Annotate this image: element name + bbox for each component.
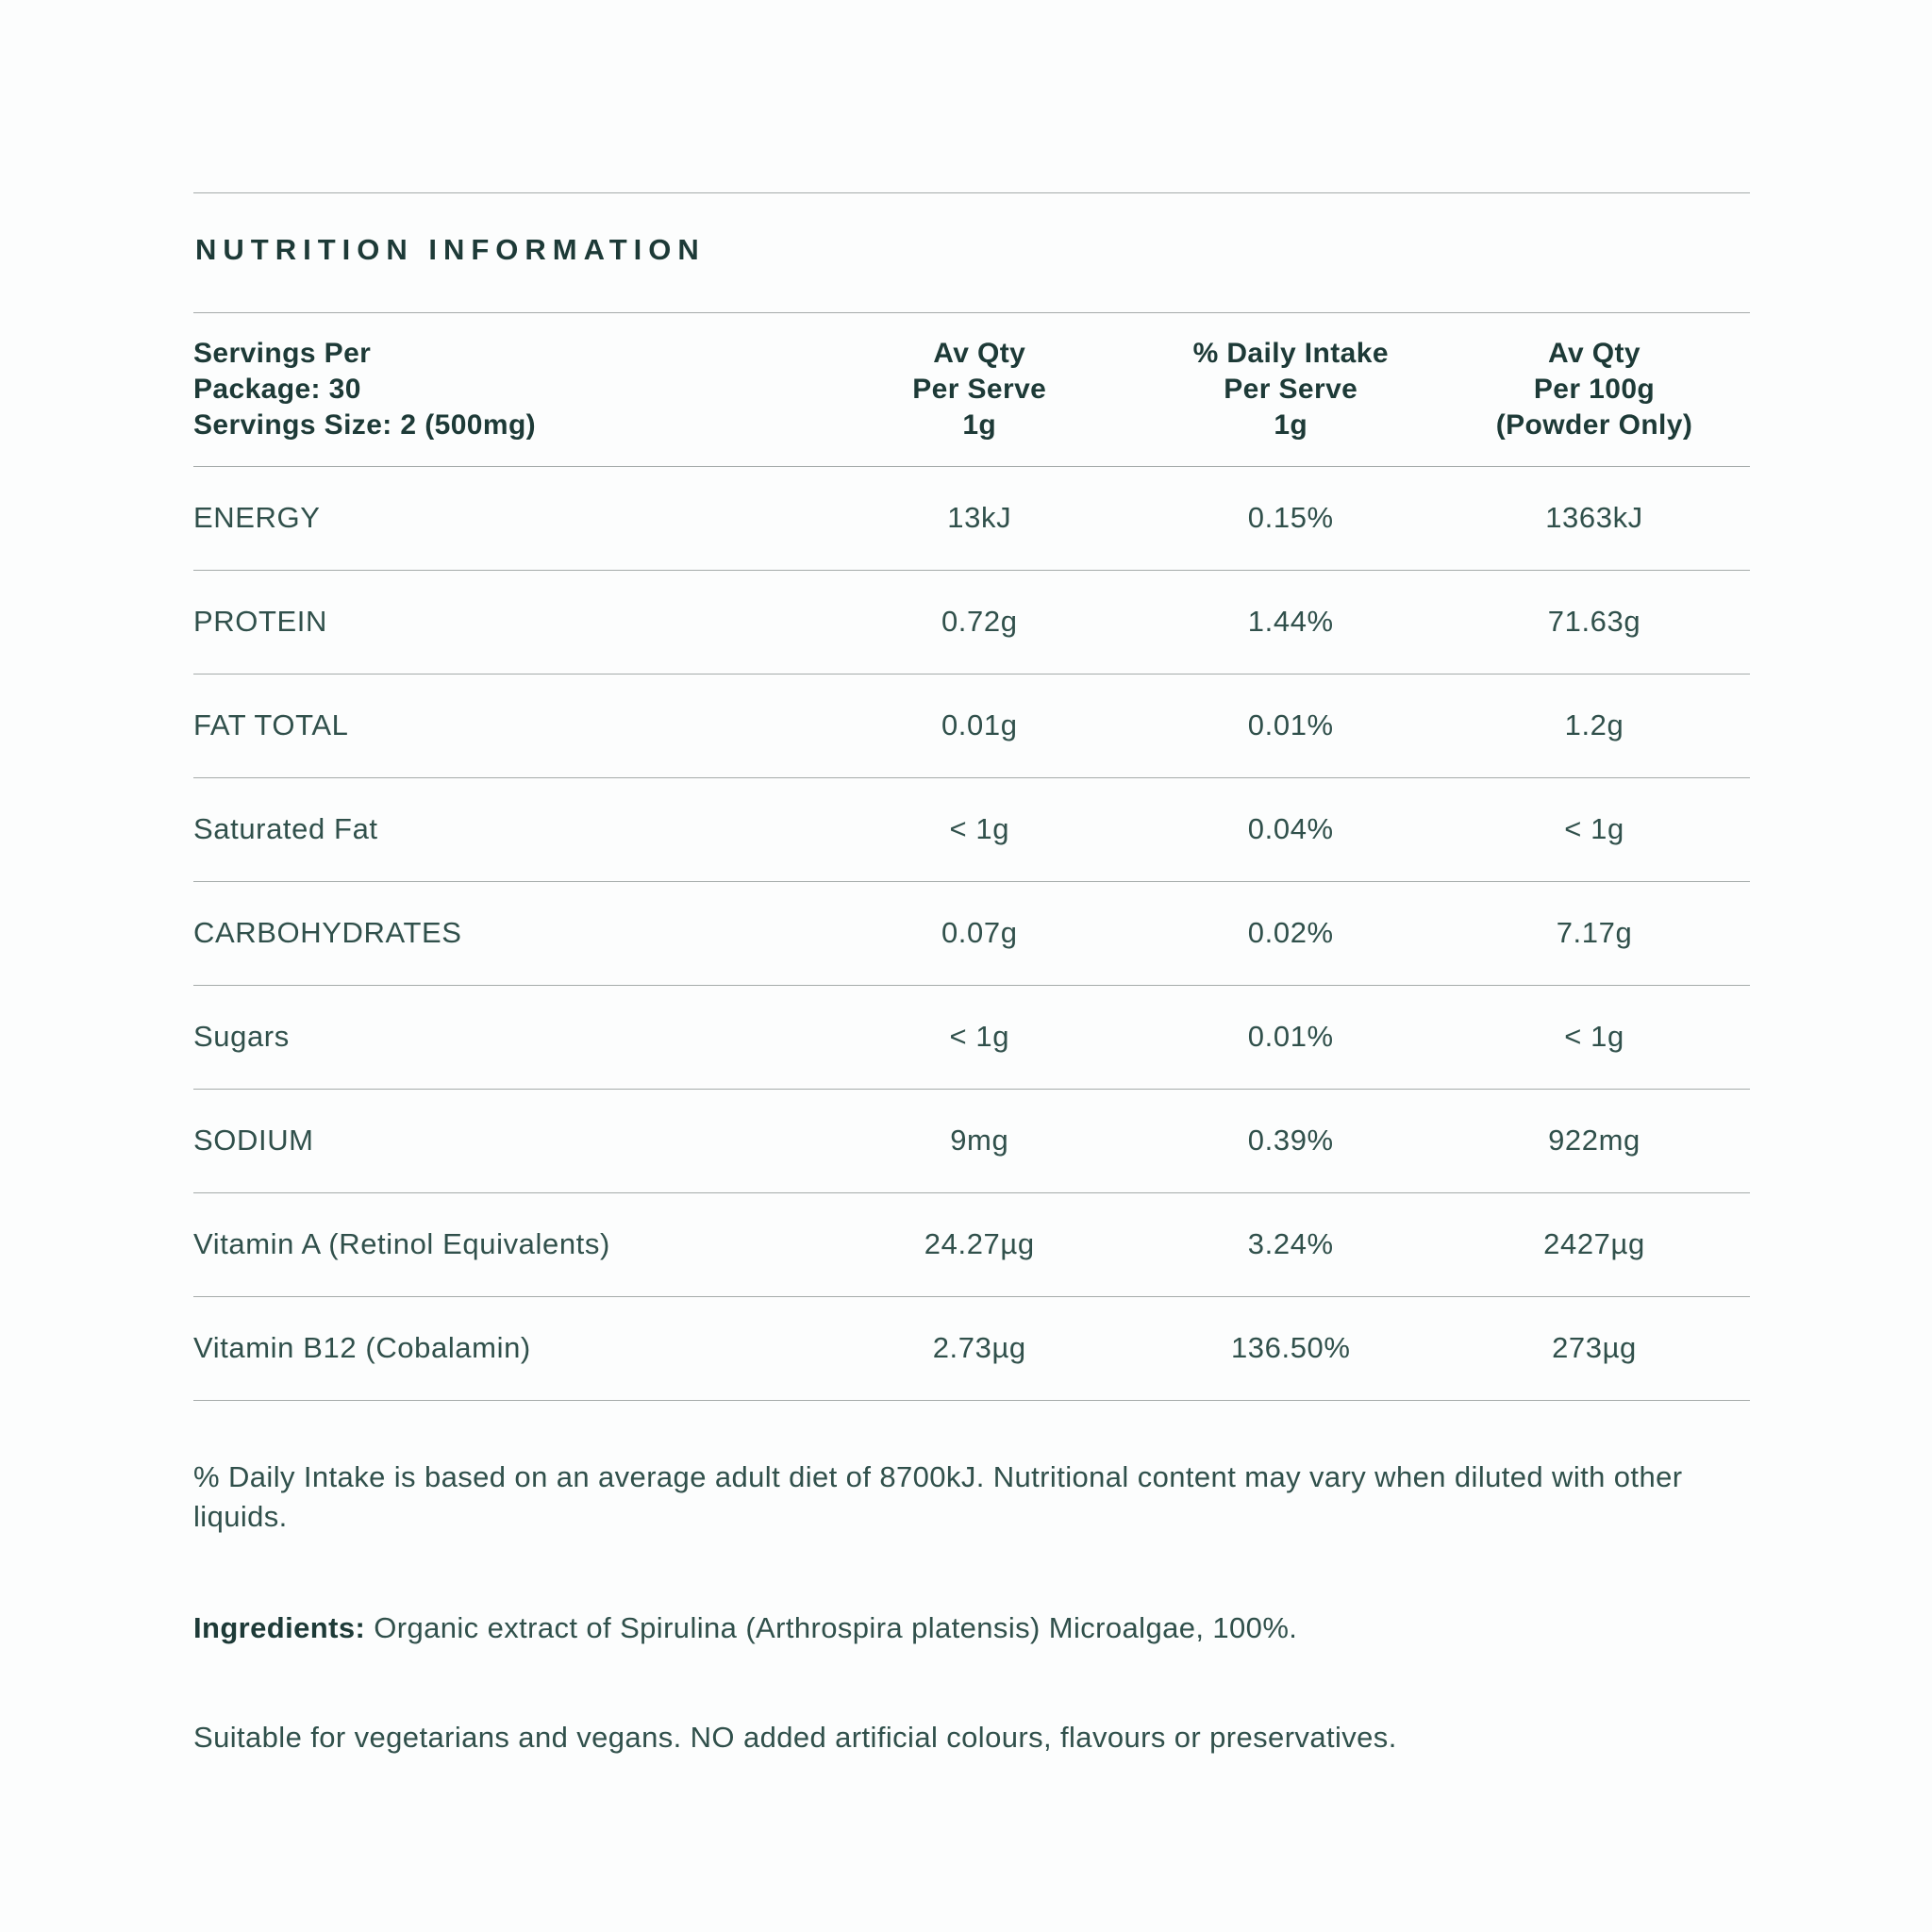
table-row-vitamin-a: Vitamin A (Retinol Equivalents) 24.27µg …: [193, 1193, 1750, 1297]
value-daily-intake: 0.01%: [1247, 1020, 1334, 1054]
table-row-fat-total: FAT TOTAL 0.01g 0.01% 1.2g: [193, 675, 1750, 778]
ingredients-line: Ingredients: Organic extract of Spirulin…: [193, 1608, 1750, 1648]
header-av-qty-per-serve: Av Qty Per Serve 1g: [816, 336, 1143, 443]
value-daily-intake: 1.44%: [1247, 605, 1334, 639]
header-av-qty-per-100g: Av Qty Per 100g (Powder Only): [1439, 336, 1750, 443]
header-daily-intake-per-serve: % Daily Intake Per Serve 1g: [1143, 336, 1440, 443]
value-per-serve: 24.27µg: [924, 1227, 1035, 1261]
nutrition-table: Servings Per Package: 30 Servings Size: …: [193, 311, 1750, 1401]
header-line: Per Serve: [1224, 373, 1358, 405]
header-line: Av Qty: [933, 337, 1026, 369]
table-row-saturated-fat: Saturated Fat < 1g 0.04% < 1g: [193, 778, 1750, 882]
value-per-100g: < 1g: [1564, 1020, 1624, 1054]
table-header-row: Servings Per Package: 30 Servings Size: …: [193, 311, 1750, 467]
value-daily-intake: 0.04%: [1247, 812, 1334, 846]
value-per-100g: 1363kJ: [1545, 501, 1643, 535]
table-row-energy: ENERGY 13kJ 0.15% 1363kJ: [193, 467, 1750, 571]
value-per-serve: 0.72g: [941, 605, 1018, 639]
nutrient-label: Saturated Fat: [193, 812, 378, 846]
value-per-100g: 922mg: [1548, 1124, 1641, 1158]
value-per-serve: 0.01g: [941, 708, 1018, 742]
dietary-note: Suitable for vegetarians and vegans. NO …: [193, 1720, 1397, 1754]
value-per-serve: < 1g: [949, 812, 1010, 846]
header-line: Servings Size: 2 (500mg): [193, 408, 537, 441]
value-daily-intake: 0.02%: [1247, 916, 1334, 950]
header-line: Av Qty: [1548, 337, 1641, 369]
nutrient-label: PROTEIN: [193, 605, 327, 639]
value-per-serve: 0.07g: [941, 916, 1018, 950]
header-line: 1g: [962, 408, 997, 441]
ingredients-text: Organic extract of Spirulina (Arthrospir…: [365, 1610, 1298, 1644]
nutrition-panel: NUTRITION INFORMATION Servings Per Packa…: [0, 192, 1932, 1932]
header-line: Per Serve: [912, 373, 1047, 405]
table-row-carbohydrates: CARBOHYDRATES 0.07g 0.02% 7.17g: [193, 882, 1750, 986]
nutrient-label: Sugars: [193, 1020, 290, 1054]
header-line: Servings Per: [193, 337, 372, 369]
top-divider: [193, 192, 1750, 193]
table-row-protein: PROTEIN 0.72g 1.44% 71.63g: [193, 571, 1750, 675]
value-per-100g: 2427µg: [1543, 1227, 1645, 1261]
value-daily-intake: 0.39%: [1247, 1124, 1334, 1158]
value-per-100g: < 1g: [1564, 812, 1624, 846]
value-per-serve: 2.73µg: [932, 1331, 1026, 1365]
daily-intake-footnote: % Daily Intake is based on an average ad…: [193, 1459, 1683, 1533]
table-row-sodium: SODIUM 9mg 0.39% 922mg: [193, 1090, 1750, 1193]
value-per-serve: 13kJ: [947, 501, 1012, 535]
value-per-100g: 273µg: [1552, 1331, 1637, 1365]
header-servings-info: Servings Per Package: 30 Servings Size: …: [193, 336, 816, 443]
value-per-serve: 9mg: [950, 1124, 1009, 1158]
header-line: 1g: [1274, 408, 1308, 441]
header-line: Package: 30: [193, 373, 361, 405]
ingredients-label: Ingredients:: [193, 1610, 366, 1644]
table-row-sugars: Sugars < 1g 0.01% < 1g: [193, 986, 1750, 1090]
value-daily-intake: 3.24%: [1247, 1227, 1334, 1261]
page-title: NUTRITION INFORMATION: [195, 233, 706, 266]
header-line: (Powder Only): [1495, 408, 1693, 441]
table-row-vitamin-b12: Vitamin B12 (Cobalamin) 2.73µg 136.50% 2…: [193, 1297, 1750, 1401]
nutrient-label: CARBOHYDRATES: [193, 916, 462, 950]
value-daily-intake: 136.50%: [1230, 1331, 1351, 1365]
value-per-100g: 7.17g: [1556, 916, 1633, 950]
header-line: Per 100g: [1533, 373, 1656, 405]
nutrient-label: ENERGY: [193, 501, 321, 535]
value-per-100g: 71.63g: [1547, 605, 1641, 639]
header-line: % Daily Intake: [1192, 337, 1389, 369]
nutrient-label: Vitamin A (Retinol Equivalents): [193, 1227, 610, 1261]
value-per-100g: 1.2g: [1564, 708, 1624, 742]
value-daily-intake: 0.01%: [1247, 708, 1334, 742]
value-daily-intake: 0.15%: [1247, 501, 1334, 535]
nutrient-label: SODIUM: [193, 1124, 314, 1158]
nutrient-label: FAT TOTAL: [193, 708, 349, 742]
value-per-serve: < 1g: [949, 1020, 1010, 1054]
nutrient-label: Vitamin B12 (Cobalamin): [193, 1331, 531, 1365]
